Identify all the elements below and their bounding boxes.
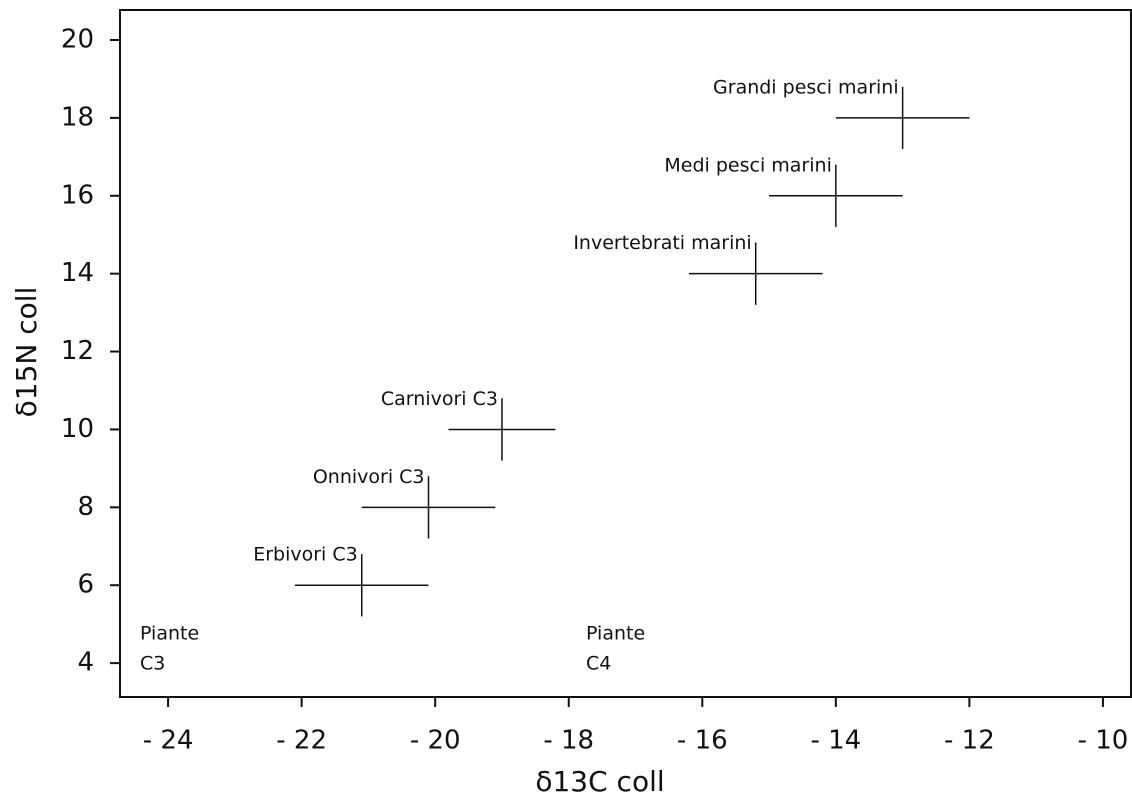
y-tick-label: 20	[61, 24, 94, 54]
y-tick-label: 16	[61, 180, 94, 210]
x-tick-label: - 20	[410, 726, 461, 756]
y-tick-label: 14	[61, 258, 94, 288]
y-tick-label: 18	[61, 102, 94, 132]
x-tick-label: - 18	[543, 726, 594, 756]
x-axis-title: δ13C coll	[535, 765, 664, 798]
x-tick-label: - 10	[1078, 726, 1129, 756]
point-label: Carnivori C3	[381, 388, 498, 410]
x-tick-label: - 16	[677, 726, 728, 756]
annotation: Piante	[586, 623, 645, 645]
y-tick-label: 6	[77, 570, 94, 600]
annotation: C3	[140, 653, 165, 675]
point-label: Medi pesci marini	[664, 154, 831, 176]
y-tick-label: 8	[77, 492, 94, 522]
point-label: Erbivori C3	[253, 544, 358, 566]
point-label: Onnivori C3	[313, 466, 425, 488]
point-label: Invertebrati marini	[573, 232, 751, 254]
x-tick-label: - 22	[276, 726, 327, 756]
point-label: Grandi pesci marini	[713, 76, 899, 98]
y-axis-title: δ15N coll	[10, 287, 43, 418]
y-tick-label: 12	[61, 336, 94, 366]
annotation: Piante	[140, 623, 199, 645]
x-tick-label: - 14	[810, 726, 861, 756]
y-tick-label: 10	[61, 414, 94, 444]
x-tick-label: - 24	[143, 726, 194, 756]
annotation: C4	[586, 653, 611, 675]
plot-frame	[120, 10, 1131, 697]
chart: δ13C coll δ15N coll - 24 - 22 - 20 - 18 - 16…	[0, 0, 1132, 801]
x-tick-label: - 12	[944, 726, 995, 756]
y-tick-label: 4	[77, 648, 94, 678]
